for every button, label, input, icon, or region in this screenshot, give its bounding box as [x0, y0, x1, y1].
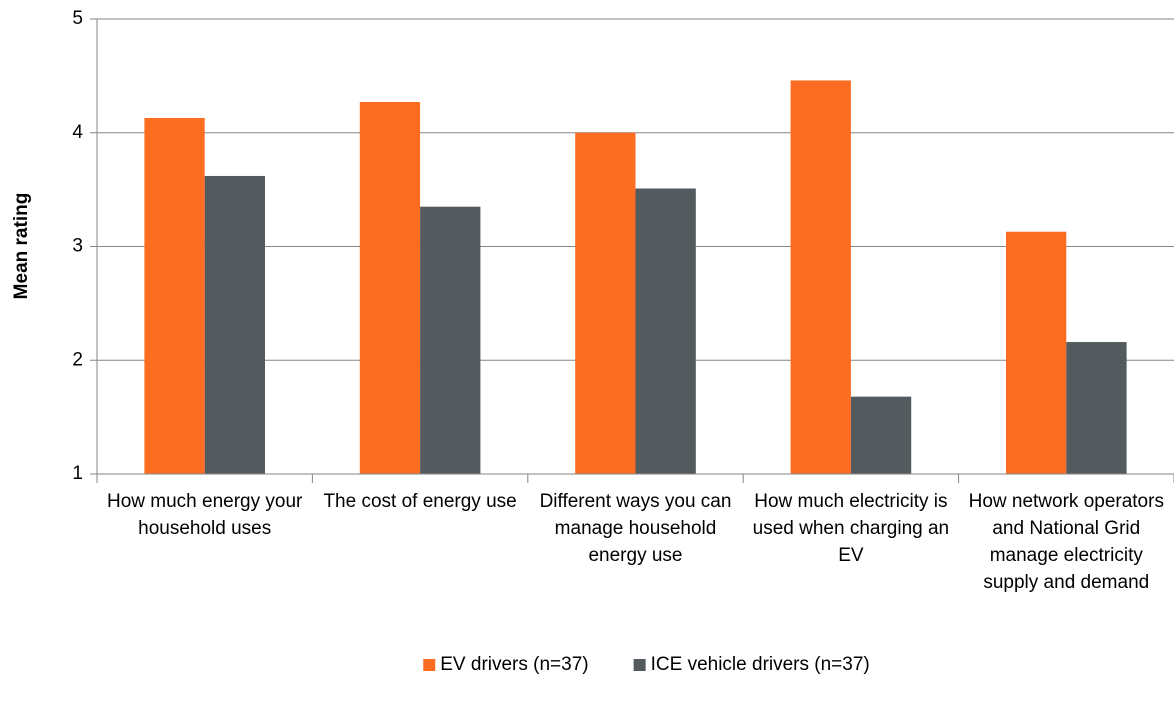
bar [1066, 342, 1127, 474]
x-tick-label: How much electricity is used when chargi… [752, 491, 950, 566]
bar [635, 188, 696, 475]
y-tick-label: 2 [72, 349, 83, 370]
bar [359, 102, 421, 474]
y-tick-label: 3 [72, 236, 83, 257]
x-tick-label: The cost of energy use [323, 491, 517, 512]
y-tick-label: 5 [72, 8, 83, 29]
legend-label: ICE vehicle drivers (n=37) [651, 654, 870, 675]
bar [850, 396, 912, 474]
y-tick-label: 1 [72, 463, 83, 484]
y-tick-label: 4 [72, 122, 83, 143]
bar [204, 175, 266, 474]
x-tick-label: Different ways you can manage household … [539, 491, 732, 566]
bar [144, 117, 205, 475]
y-axis-label: Mean rating [11, 193, 32, 300]
legend-swatch [423, 659, 436, 671]
x-tick-label: How network operators and National Grid … [968, 491, 1164, 593]
x-tick-label: How much energy your household uses [107, 491, 303, 539]
legend-swatch [633, 659, 646, 671]
bar [575, 132, 636, 474]
bar [1005, 231, 1067, 474]
legend-label: EV drivers (n=37) [440, 654, 588, 675]
bar [790, 80, 851, 475]
bar [420, 206, 481, 474]
